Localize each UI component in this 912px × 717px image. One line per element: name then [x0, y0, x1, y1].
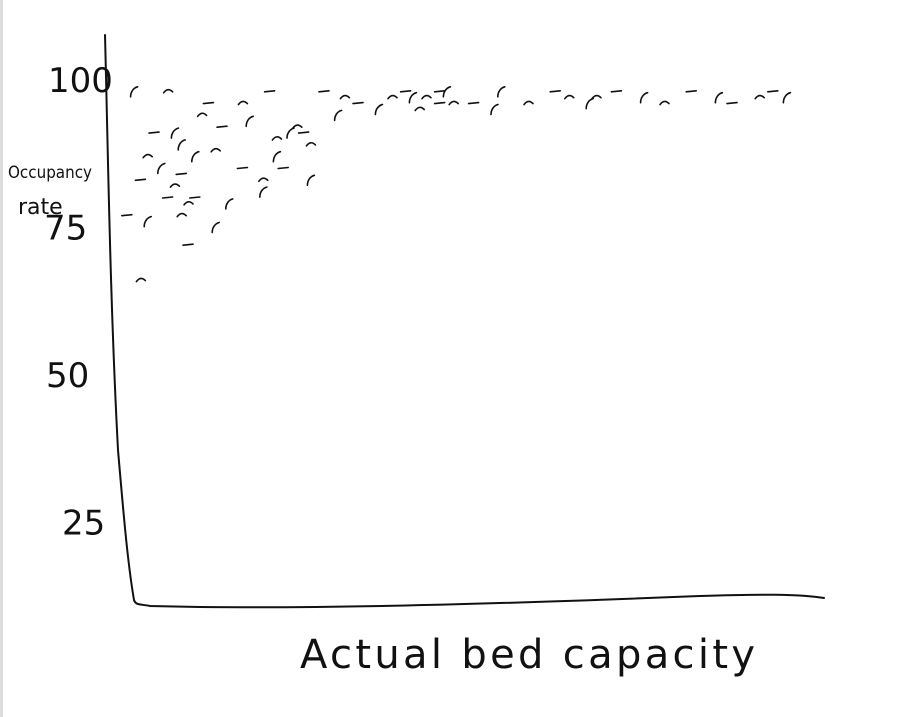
- data-point: [258, 177, 269, 183]
- data-point: [162, 88, 174, 94]
- data-point: [467, 101, 480, 105]
- data-point: [121, 213, 133, 217]
- y-axis-label-line-2: rate: [18, 195, 63, 220]
- left-frame-edge: [0, 0, 3, 717]
- data-point: [170, 127, 180, 139]
- data-point: [277, 166, 289, 170]
- data-point: [292, 124, 303, 129]
- data-point: [523, 100, 534, 106]
- data-point: [176, 212, 187, 218]
- data-point: [211, 221, 220, 234]
- data-point: [263, 90, 276, 93]
- data-point: [754, 94, 765, 100]
- data-point: [196, 112, 208, 118]
- data-point: [585, 97, 594, 110]
- axes: [104, 34, 825, 609]
- data-point: [433, 90, 446, 93]
- data-point: [272, 150, 282, 163]
- data-point: [726, 101, 738, 105]
- data-point: [202, 101, 215, 105]
- x-axis-line: [133, 593, 825, 609]
- data-point: [142, 153, 153, 159]
- y-tick-label-75: 75: [44, 209, 87, 249]
- data-point: [782, 91, 792, 104]
- data-point: [352, 101, 364, 105]
- data-point: [135, 277, 147, 283]
- data-point: [271, 136, 283, 141]
- data-point: [318, 90, 330, 93]
- data-point: [685, 90, 697, 93]
- data-point: [169, 183, 181, 188]
- data-point: [286, 127, 295, 139]
- data-point: [245, 115, 254, 128]
- data-point: [157, 162, 166, 175]
- data-point: [490, 103, 499, 116]
- data-point: [610, 90, 623, 93]
- y-tick-label-25: 25: [62, 504, 105, 544]
- data-point: [183, 200, 194, 206]
- data-point: [236, 166, 249, 170]
- data-point: [333, 109, 343, 122]
- data-point: [259, 186, 268, 198]
- y-axis-label-line-1: Occupancy: [8, 163, 92, 183]
- data-point: [161, 196, 174, 199]
- data-point: [767, 90, 779, 93]
- x-axis-label: Actual bed capacity: [300, 632, 755, 678]
- data-point: [639, 91, 649, 104]
- data-points: [121, 86, 792, 283]
- data-point: [134, 178, 147, 182]
- data-point: [148, 131, 160, 134]
- data-point: [175, 172, 187, 176]
- data-point: [591, 94, 602, 100]
- data-point: [189, 196, 201, 199]
- data-point: [414, 106, 425, 112]
- data-point: [216, 125, 228, 128]
- data-point: [237, 100, 249, 106]
- data-point: [225, 198, 234, 210]
- y-axis-line: [104, 34, 135, 601]
- data-point: [177, 139, 186, 151]
- y-tick-label-50: 50: [46, 356, 89, 396]
- data-point: [374, 103, 384, 116]
- data-point: [399, 90, 412, 93]
- data-point: [129, 86, 139, 98]
- data-point: [497, 86, 506, 98]
- data-point: [306, 174, 316, 187]
- data-point: [408, 91, 418, 104]
- data-point: [433, 101, 446, 105]
- data-point: [305, 141, 317, 147]
- data-point: [387, 94, 398, 100]
- data-point: [191, 150, 200, 163]
- data-point: [339, 94, 351, 100]
- data-point: [143, 215, 152, 228]
- data-point: [442, 86, 452, 98]
- y-tick-label-100: 100: [48, 61, 113, 101]
- data-point: [210, 147, 221, 153]
- data-point: [549, 90, 561, 93]
- y-tick-labels: 100 75 50 25: [44, 61, 113, 544]
- data-point: [182, 243, 194, 246]
- data-point: [448, 100, 459, 106]
- data-point: [421, 94, 432, 100]
- data-point: [714, 91, 724, 104]
- data-point: [564, 94, 575, 100]
- data-point: [297, 131, 310, 134]
- data-point: [659, 100, 670, 106]
